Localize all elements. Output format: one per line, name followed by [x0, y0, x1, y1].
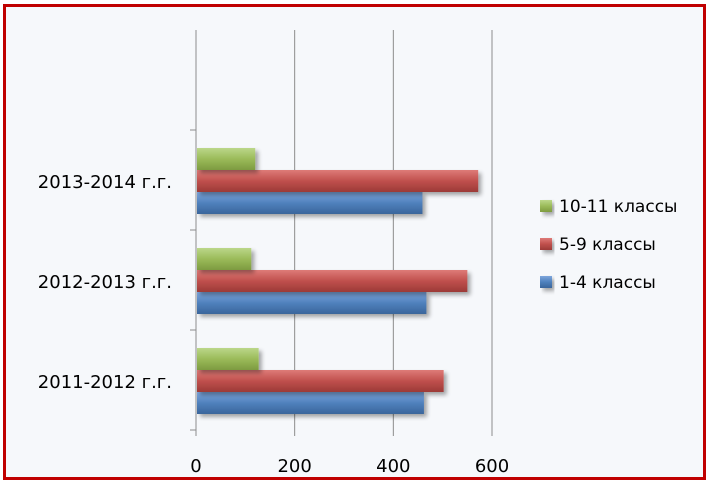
legend-label: 10-11 классы	[559, 197, 677, 217]
axis-labels: 0 200 400 600 2011-2012 г.г. 2012-2013 г.г. 20…	[38, 172, 509, 477]
legend-swatch	[540, 200, 552, 212]
x-tick-label: 400	[376, 456, 410, 477]
bar-1-4-2	[197, 292, 427, 314]
x-tick-label: 600	[475, 456, 509, 477]
bar-10-11-1	[197, 348, 259, 370]
bar-1-4-3	[197, 192, 423, 214]
bar-1-4-1	[197, 392, 424, 414]
bar-5-9-3	[197, 170, 479, 192]
y-category-label: 2013-2014 г.г.	[38, 172, 172, 193]
y-category-label: 2012-2013 г.г.	[38, 272, 172, 293]
bar-10-11-2	[197, 248, 252, 270]
bar-5-9-1	[197, 370, 444, 392]
bars	[197, 148, 479, 414]
x-tick-label: 0	[190, 456, 201, 477]
bar-5-9-2	[197, 270, 468, 292]
legend-label: 1-4 классы	[559, 273, 656, 293]
gridlines	[294, 30, 493, 430]
axes	[190, 30, 493, 436]
y-category-label: 2011-2012 г.г.	[38, 372, 172, 393]
legend-label: 5-9 классы	[559, 235, 656, 255]
bar-10-11-3	[197, 148, 256, 170]
legend-swatch	[540, 238, 552, 250]
legend-swatch	[540, 276, 552, 288]
legend: 10-11 классы 5-9 классы 1-4 классы	[540, 197, 677, 293]
x-tick-label: 200	[277, 456, 311, 477]
